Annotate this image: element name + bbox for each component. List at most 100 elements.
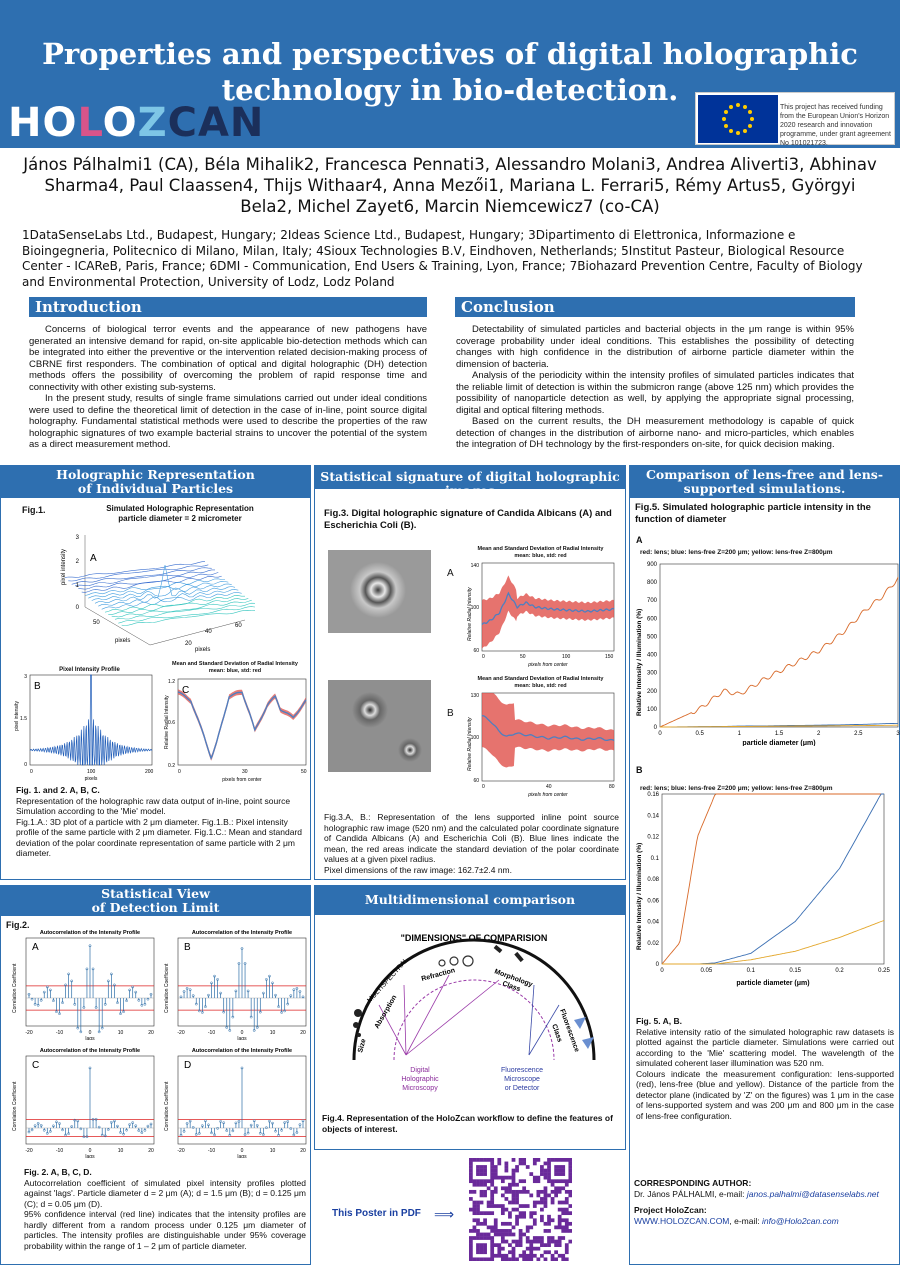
- acf-point: [289, 1127, 293, 1130]
- y-tick-label: 800: [647, 580, 658, 586]
- qr-module: [479, 1189, 484, 1194]
- qr-module: [564, 1218, 569, 1223]
- qr-module: [525, 1204, 530, 1208]
- qr-module: [500, 1246, 505, 1251]
- qr-module: [564, 1246, 569, 1251]
- qr-module: [483, 1218, 487, 1223]
- eu-funding-text: This project has received funding from t…: [780, 104, 891, 147]
- acf-point: [243, 962, 247, 965]
- acf-point: [88, 944, 92, 948]
- qr-module: [557, 1225, 562, 1230]
- fig2-x-tick: 20: [148, 1148, 154, 1154]
- qr-module: [543, 1204, 548, 1208]
- qr-module: [557, 1168, 562, 1173]
- project-email-link[interactable]: info@Holo2can.com: [762, 1216, 839, 1226]
- fig2-panel-label: B: [184, 942, 191, 953]
- qr-module: [493, 1253, 498, 1258]
- qr-module: [540, 1168, 544, 1173]
- qr-module: [508, 1229, 512, 1233]
- x-tick-label: 2.5: [854, 731, 863, 737]
- svg-text:0: 0: [482, 784, 485, 790]
- acf-point: [116, 1001, 119, 1005]
- qr-module: [515, 1257, 519, 1262]
- qr-module: [522, 1250, 527, 1255]
- ecoli-hologram-image: [328, 680, 431, 772]
- affiliations: 1DataSenseLabs Ltd., Budapest, Hungary; …: [22, 228, 863, 289]
- qr-module: [525, 1257, 530, 1262]
- svg-text:60: 60: [473, 648, 479, 654]
- qr-module: [561, 1218, 566, 1223]
- fig4-dim-refraction: Refraction: [421, 967, 456, 983]
- qr-module: [508, 1200, 512, 1205]
- qr-module: [568, 1189, 573, 1194]
- fig4-outer-arc: [352, 938, 596, 1061]
- qr-module: [483, 1182, 487, 1187]
- qr-module: [504, 1175, 509, 1180]
- qr-module: [532, 1253, 537, 1258]
- fig2-ylabel: Correlation Coefficient: [12, 963, 18, 1013]
- surface-line: [78, 572, 219, 590]
- qr-module: [483, 1232, 487, 1237]
- svg-text:50: 50: [93, 620, 100, 626]
- x-tick-label: 0.5: [695, 731, 704, 737]
- qr-module: [550, 1182, 555, 1187]
- svg-text:20: 20: [185, 641, 192, 647]
- project-website-link[interactable]: WWW.HOLOZCAN.COM: [634, 1216, 730, 1226]
- qr-module: [532, 1236, 537, 1240]
- fig1a-title-line-1: Simulated Holographic Representation: [106, 504, 254, 513]
- fig2-x-tick: 20: [300, 1148, 306, 1154]
- fig4-size-dot-medium: [353, 1022, 359, 1028]
- qr-code[interactable]: [469, 1158, 573, 1262]
- conclusion-paragraph-2: Analysis of the periodicity within the i…: [456, 370, 854, 416]
- fig4-dimensions-diagram: "DIMENSIONS" OF COMPARISION Size Absorpt…: [352, 933, 596, 1092]
- qr-module: [483, 1189, 487, 1194]
- qr-module: [469, 1246, 473, 1251]
- qr-module: [508, 1221, 512, 1226]
- y-tick-label: 200: [647, 689, 658, 695]
- fig2-caption: Fig. 2. A, B, C, D. Autocorrelation coef…: [24, 1167, 306, 1251]
- fig2-caption-title: Fig. 2. A, B, C, D.: [24, 1167, 92, 1177]
- y-tick-label: 0.1: [651, 856, 660, 862]
- fig2-ylabel: Correlation Coefficient: [12, 1081, 18, 1131]
- fig2-x-tick: -20: [25, 1148, 32, 1154]
- acf-point: [103, 1002, 107, 1006]
- fig3-title: Fig.3. Digital holographic signature of …: [324, 508, 612, 531]
- qr-module: [479, 1232, 484, 1237]
- fig2-panel-title: Autocorrelation of the Intensity Profile: [192, 930, 292, 936]
- x-tick-label: 1: [738, 731, 742, 737]
- qr-module: [490, 1197, 495, 1201]
- fig1-label: Fig.1.: [22, 505, 46, 515]
- fig2-x-tick: -10: [208, 1030, 215, 1036]
- qr-module: [469, 1239, 473, 1244]
- acf-point: [271, 1121, 274, 1125]
- qr-module: [518, 1204, 523, 1208]
- acf-point: [234, 1121, 238, 1125]
- x-tick-label: 2: [817, 731, 821, 737]
- qr-module: [493, 1165, 498, 1169]
- qr-module: [540, 1200, 544, 1205]
- acf-point: [216, 1126, 219, 1130]
- qr-module: [525, 1225, 530, 1230]
- qr-module: [557, 1179, 562, 1184]
- qr-module: [525, 1229, 530, 1233]
- pdf-link-label[interactable]: This Poster in PDF: [332, 1208, 421, 1219]
- qr-module: [490, 1257, 495, 1262]
- corresponding-author-email-link[interactable]: janos.palhalmi@datasenselabs.net: [746, 1189, 879, 1199]
- qr-module: [557, 1221, 562, 1226]
- fig4-arrow-morphology: [405, 979, 500, 1056]
- surface-line: [118, 606, 255, 624]
- acf-point: [30, 1128, 34, 1132]
- qr-module: [529, 1172, 534, 1176]
- acf-point: [280, 1128, 284, 1132]
- acf-point: [76, 1026, 80, 1030]
- fig2-panel-label: D: [184, 1060, 191, 1071]
- qr-module: [490, 1204, 495, 1208]
- qr-module: [561, 1186, 566, 1191]
- introduction-heading: Introduction: [29, 297, 427, 317]
- qr-module: [550, 1200, 555, 1205]
- svg-text:50: 50: [520, 654, 526, 660]
- acf-point: [49, 988, 52, 992]
- qr-module: [547, 1236, 551, 1240]
- qr-module: [515, 1239, 519, 1244]
- surface-line: [84, 578, 225, 596]
